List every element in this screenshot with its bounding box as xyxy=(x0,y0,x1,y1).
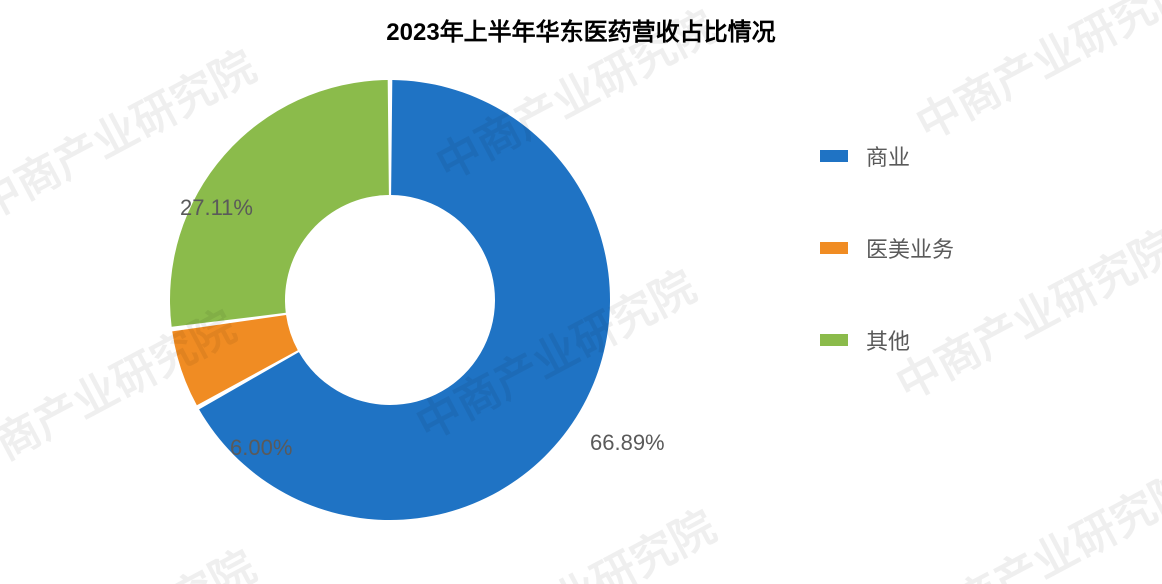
datalabel: 66.89% xyxy=(590,430,665,456)
legend-item: 商业 xyxy=(820,140,1100,172)
datalabel: 6.00% xyxy=(230,435,292,461)
legend: 商业医美业务其他 xyxy=(820,140,1100,416)
chart-container: 2023年上半年华东医药营收占比情况 66.89% 6.00% 27.11% 商业医… xyxy=(0,0,1162,584)
legend-item: 其他 xyxy=(820,324,1100,356)
legend-swatch xyxy=(820,150,848,162)
legend-label: 其他 xyxy=(866,324,910,356)
legend-item: 医美业务 xyxy=(820,232,1100,264)
chart-title: 2023年上半年华东医药营收占比情况 xyxy=(0,12,1162,47)
datalabel: 27.11% xyxy=(180,195,253,221)
legend-swatch xyxy=(820,334,848,346)
legend-label: 商业 xyxy=(866,140,910,172)
legend-label: 医美业务 xyxy=(866,232,954,264)
donut-chart xyxy=(40,60,740,560)
legend-swatch xyxy=(820,242,848,254)
watermark-text: 中商产业研究院 xyxy=(903,451,1162,584)
